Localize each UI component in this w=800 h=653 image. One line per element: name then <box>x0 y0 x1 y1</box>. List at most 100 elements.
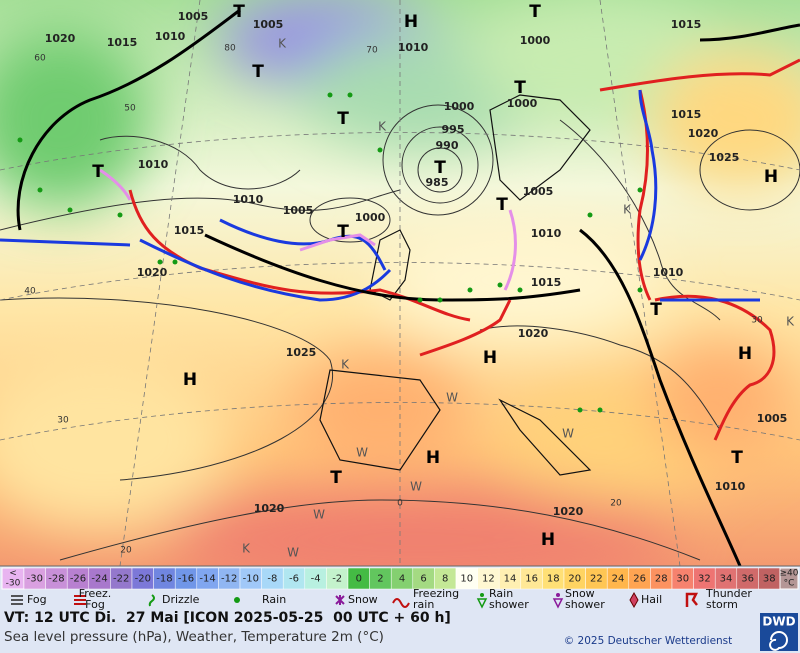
rain-symbol <box>497 282 503 288</box>
scale-label: -10 <box>243 574 259 585</box>
pressure-center: T <box>252 62 264 82</box>
isotherm-label: 50 <box>124 104 136 114</box>
airmass-marker: W <box>313 508 325 522</box>
scale-label: 0 <box>356 574 362 585</box>
icon-part <box>480 593 484 597</box>
scale-label: 24 <box>612 574 625 585</box>
airmass-marker: K <box>378 120 387 134</box>
isotherm-label: 80 <box>224 44 236 54</box>
airmass-marker: K <box>623 203 632 217</box>
pressure-center: H <box>541 530 555 550</box>
isobar-label: 1010 <box>233 193 264 206</box>
isotherm-label: 60 <box>34 54 46 64</box>
weather-legend: Fog Freez.Fog Drizzle Rain Snow FreezingrainR… <box>11 587 752 611</box>
legend-icon <box>392 598 410 608</box>
scale-label: 26 <box>633 574 646 585</box>
isobar-label: 1020 <box>254 502 285 515</box>
scale-label: -6 <box>289 574 299 585</box>
logo-swirl <box>769 631 788 651</box>
scale-label: 16 <box>525 574 538 585</box>
icon-part <box>148 594 155 607</box>
icon-part <box>392 598 410 608</box>
isobar-label: 1010 <box>531 227 562 240</box>
scale-high-unit: °C <box>784 579 795 589</box>
weather-legend-label: Snow <box>565 587 595 600</box>
scale-label: -2 <box>332 574 342 585</box>
airmass-marker: W <box>356 446 368 460</box>
isobar-label: 1015 <box>531 276 562 289</box>
airmass-marker: W <box>562 427 574 441</box>
scale-cell-high <box>779 567 799 590</box>
rain-symbol <box>637 187 643 193</box>
icon-part <box>685 592 699 607</box>
weather-legend-label: Rain <box>489 587 513 600</box>
icon-part <box>335 595 345 605</box>
isobar-label: 1020 <box>553 505 584 518</box>
pressure-center: T <box>337 222 349 242</box>
isobar-label: 1015 <box>671 18 702 31</box>
copyright: © 2025 Deutscher Wetterdienst <box>564 635 733 647</box>
icon-part <box>629 591 639 609</box>
legend-icon <box>335 595 345 605</box>
legend-icon <box>74 595 86 605</box>
scale-label: -20 <box>135 574 151 585</box>
weather-legend-label: Snow <box>348 593 378 606</box>
scale-label: 34 <box>720 574 733 585</box>
isobar-label: 995 <box>442 123 465 136</box>
rain-symbol <box>517 287 523 293</box>
graticule <box>0 0 800 566</box>
isobar-label: 1015 <box>107 36 138 49</box>
legend-icon <box>11 595 23 605</box>
rain-symbol <box>597 407 603 413</box>
scale-label: -28 <box>48 574 64 585</box>
rain-symbol <box>637 287 643 293</box>
scale-label: -8 <box>267 574 277 585</box>
scale-high-symbol: ≥40 <box>780 569 799 579</box>
isotherm-label: 20 <box>120 546 132 556</box>
coastlines <box>319 94 592 476</box>
map-labels: 1005 1005 1020 1015 1010 1010 1000 1015 1000 1000… <box>17 2 795 560</box>
weather-legend-label: Freezing <box>413 587 459 600</box>
logo-text: DWD <box>762 615 795 629</box>
isobar-label: 1005 <box>253 18 284 31</box>
scale-label: 12 <box>482 574 495 585</box>
scale-label: 22 <box>590 574 603 585</box>
scale-label: 32 <box>698 574 711 585</box>
icon-part <box>556 593 560 597</box>
isobar-label: 1005 <box>178 10 209 23</box>
pressure-center: H <box>404 12 418 32</box>
rain-symbol <box>17 137 23 143</box>
scale-label: -18 <box>156 574 172 585</box>
weather-legend-label: Fog <box>27 593 47 606</box>
pressure-center: T <box>337 109 349 129</box>
scale-low-value: -30 <box>6 579 21 589</box>
isotherm-label: 0 <box>397 499 403 509</box>
legend-icon <box>685 592 699 607</box>
rain-symbol <box>37 187 43 193</box>
isobar-label: 1020 <box>688 127 719 140</box>
map: 1005 1005 1020 1015 1010 1010 1000 1015 1000 1000… <box>0 0 800 566</box>
scale-label: -30 <box>27 574 43 585</box>
airmass-marker: K <box>278 37 287 51</box>
isotherm-label: 70 <box>366 46 378 56</box>
valid-time: VT: 12 UTC Di. 27 Mai [ICON 2025-05-25 0… <box>4 610 451 626</box>
pressure-center: T <box>330 468 342 488</box>
isobar-label: 1000 <box>520 34 551 47</box>
isotherm-label: 40 <box>24 287 36 297</box>
isobar-label: 1025 <box>286 346 317 359</box>
isobar-label: 1000 <box>507 97 538 110</box>
airmass-marker: W <box>410 480 422 494</box>
weather-legend-label: Hail <box>641 593 662 606</box>
rain-symbol <box>347 92 353 98</box>
isobars <box>0 104 800 561</box>
weather-legend-label: Thunder <box>705 587 752 600</box>
legend-icon <box>552 593 564 609</box>
scale-label: -14 <box>199 574 215 585</box>
isobar-label: 1020 <box>518 327 549 340</box>
airmass-marker: W <box>446 391 458 405</box>
scale-label: 38 <box>763 574 776 585</box>
isobar-label: 1005 <box>283 204 314 217</box>
temperature-field <box>0 0 800 566</box>
scale-label: -24 <box>91 574 107 585</box>
